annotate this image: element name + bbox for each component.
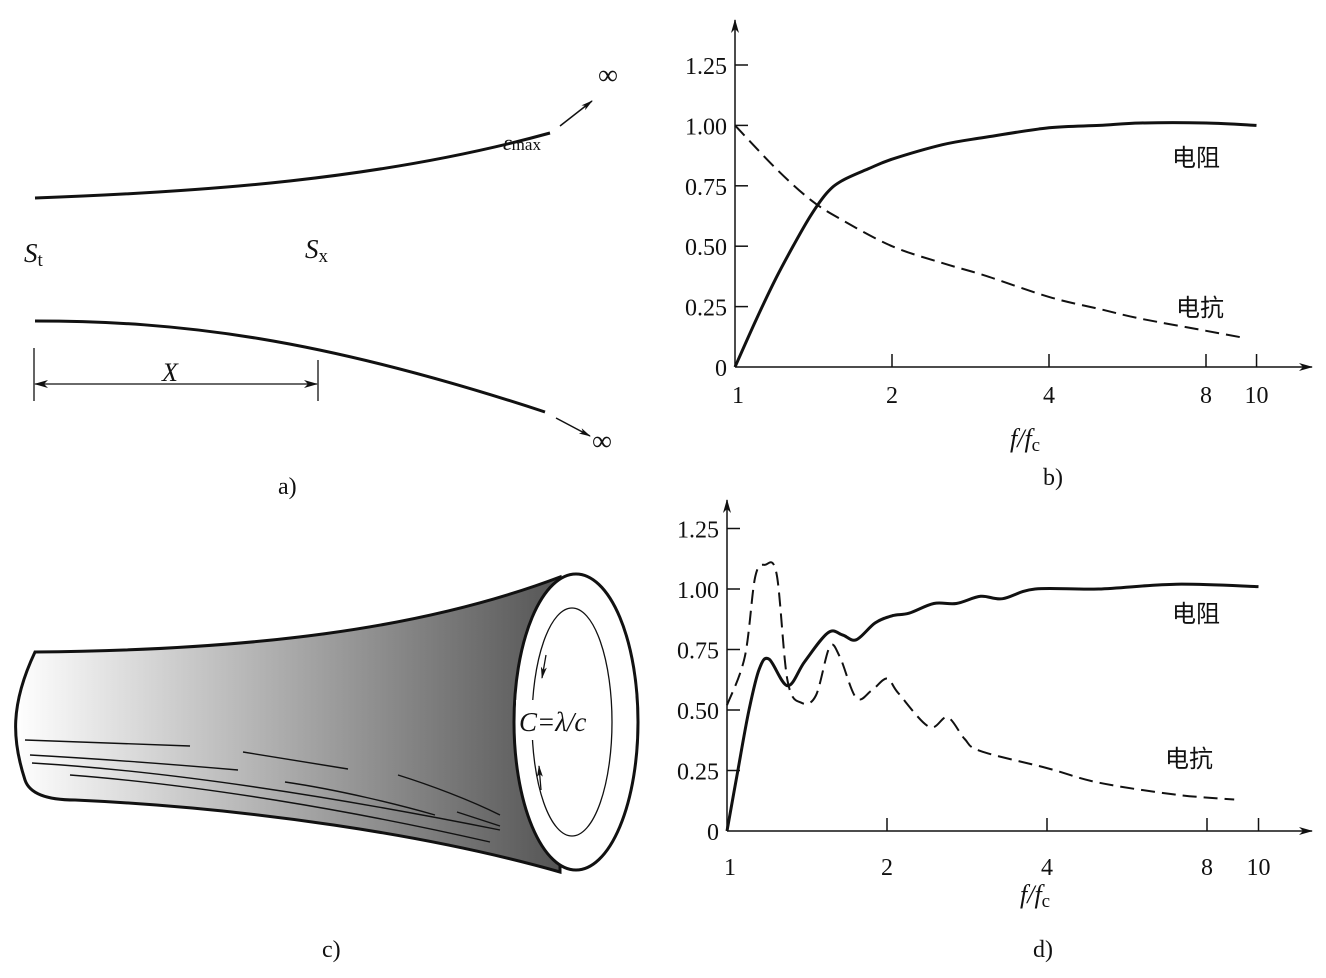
s-t-label: St bbox=[24, 238, 44, 271]
x-tick-label: 8 bbox=[1201, 855, 1213, 881]
circulation-arrow-up-icon bbox=[536, 765, 543, 791]
panel-caption: b) bbox=[1043, 465, 1063, 491]
resistance-line bbox=[725, 582, 1259, 832]
infinity-bottom-label: ∞ bbox=[592, 426, 612, 457]
series-label: 电抗 bbox=[1176, 294, 1224, 322]
y-tick-label: 0.25 bbox=[685, 296, 727, 322]
series-label: 电阻 bbox=[1172, 144, 1220, 172]
reactance-line bbox=[734, 124, 1246, 339]
y-tick-label: 1.00 bbox=[685, 114, 727, 140]
x-tick-label: 1 bbox=[732, 383, 744, 409]
y-tick-label: 0.75 bbox=[685, 175, 727, 201]
y-tick-label: 1.25 bbox=[685, 54, 727, 80]
infinity-top-label: ∞ bbox=[598, 60, 618, 91]
series-label: 电抗 bbox=[1165, 745, 1213, 773]
reactance-line bbox=[726, 561, 1235, 801]
y-tick-label: 0.50 bbox=[677, 699, 719, 725]
panel-a: ∞ εmax St Sx ∞ X a) bbox=[24, 60, 618, 500]
x-axis-label-sub: c bbox=[1032, 435, 1040, 456]
surface-hatching bbox=[24, 739, 501, 843]
circulation-arrow-down-icon bbox=[540, 654, 547, 679]
x-tick-label: 8 bbox=[1200, 383, 1212, 409]
x-axis-label-main: f/f bbox=[1020, 880, 1045, 909]
upper-infinity-arrow bbox=[559, 100, 593, 127]
y-tick-label: 1.00 bbox=[677, 578, 719, 604]
panel-a-caption: a) bbox=[278, 474, 297, 500]
lower-infinity-arrow bbox=[555, 417, 591, 437]
horn-body bbox=[14, 574, 562, 874]
x-tick-label: 2 bbox=[881, 855, 893, 881]
y-tick-label: 0.50 bbox=[685, 235, 727, 261]
y-tick-label: 0 bbox=[715, 356, 727, 382]
y-tick-label: 0 bbox=[707, 820, 719, 846]
x-axis-label-main: f/f bbox=[1010, 424, 1035, 453]
x-tick-label: 10 bbox=[1247, 855, 1271, 881]
circumference-formula: C=λ/c bbox=[519, 707, 586, 737]
panel-c-caption: c) bbox=[322, 937, 341, 963]
x-tick-label: 4 bbox=[1041, 855, 1053, 881]
y-tick-label: 1.25 bbox=[677, 518, 719, 544]
horn-upper-contour bbox=[34, 131, 551, 200]
x-tick-label: 2 bbox=[886, 383, 898, 409]
y-tick-label: 0.25 bbox=[677, 760, 719, 786]
epsilon-max-label: εmax bbox=[503, 130, 541, 155]
s-x-label: Sx bbox=[305, 234, 329, 267]
horn-lower-contour bbox=[34, 319, 546, 414]
x-tick-label: 10 bbox=[1245, 383, 1269, 409]
x-axis-label-sub: c bbox=[1042, 891, 1050, 912]
x-tick-label: 1 bbox=[724, 855, 736, 881]
dimension-x-label: X bbox=[161, 358, 179, 387]
x-axis-label: f/fc bbox=[1020, 880, 1050, 912]
y-tick-label: 0.75 bbox=[677, 639, 719, 665]
x-axis-label: f/fc bbox=[1010, 424, 1040, 456]
panel-c: C=λ/c c) bbox=[14, 572, 640, 963]
x-tick-label: 4 bbox=[1043, 383, 1055, 409]
series-label: 电阻 bbox=[1172, 600, 1220, 628]
panel-caption: d) bbox=[1033, 937, 1053, 963]
resistance-line bbox=[733, 121, 1257, 368]
